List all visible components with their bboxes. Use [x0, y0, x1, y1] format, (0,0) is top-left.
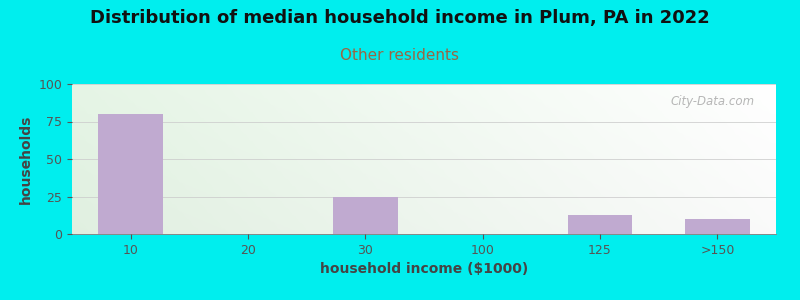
Bar [568, 214, 632, 234]
X-axis label: household income ($1000): household income ($1000) [320, 262, 528, 276]
Bar [333, 196, 398, 234]
Text: Distribution of median household income in Plum, PA in 2022: Distribution of median household income … [90, 9, 710, 27]
Text: Other residents: Other residents [341, 48, 459, 63]
Bar [98, 114, 163, 234]
Bar [685, 219, 750, 234]
Text: City-Data.com: City-Data.com [670, 94, 755, 107]
Y-axis label: households: households [19, 114, 33, 204]
